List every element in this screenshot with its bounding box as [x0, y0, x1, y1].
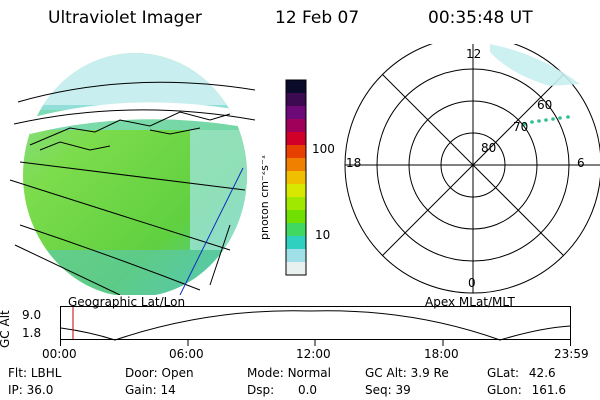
alt-xtick-1800: 18:00 — [424, 347, 459, 361]
colorbar-cell — [286, 184, 306, 198]
date-label: 12 Feb 07 — [275, 8, 359, 28]
colorbar-cell — [286, 171, 306, 185]
info-ip: IP: 36.0 — [8, 383, 53, 397]
alt-ytick-9: 9.0 — [22, 308, 41, 322]
spacecraft-track — [523, 115, 570, 126]
colorbar-cell — [286, 236, 306, 250]
mlt-label-0: 0 — [468, 276, 476, 290]
alt-xtick-0000: 00:00 — [42, 347, 77, 361]
colorbar-cell — [286, 132, 306, 146]
instrument-title: Ultraviolet Imager — [48, 8, 202, 28]
altitude-plot — [60, 306, 572, 346]
colorbar-tick-10: 10 — [315, 228, 330, 242]
colorbar-cell — [286, 223, 306, 237]
colorbar-label: photon cm⁻²s⁻¹ — [262, 155, 271, 240]
colorbar-cell — [286, 210, 306, 224]
alt-xtick-2359: 23:59 — [554, 347, 589, 361]
info-glon: GLon: 161.6 — [487, 383, 566, 397]
mlt-label-12: 12 — [466, 47, 481, 61]
lat-label-70: 70 — [513, 120, 528, 134]
info-mode: Mode: Normal — [247, 366, 331, 380]
colorbar-cell — [286, 262, 306, 276]
info-gc-alt: GC Alt: 3.9 Re — [365, 366, 449, 380]
info-door: Door: Open — [125, 366, 194, 380]
colorbar-tick-100: 100 — [312, 142, 335, 156]
info-glat: GLat: 42.6 — [487, 366, 556, 380]
alt-xtick-0600: 06:00 — [169, 347, 204, 361]
mlt-label-18: 18 — [346, 156, 361, 170]
colorbar-cell — [286, 119, 306, 133]
info-gain: Gain: 14 — [125, 383, 176, 397]
info-dsp: Dsp: 0.0 — [247, 383, 317, 397]
alt-xtick-1200: 12:00 — [296, 347, 331, 361]
colorbar-cell — [286, 158, 306, 172]
lat-label-60: 60 — [537, 98, 552, 112]
polar-plot — [340, 44, 600, 296]
alt-ytick-1-8: 1.8 — [22, 326, 41, 340]
colorbar-cell — [286, 145, 306, 159]
colorbar-cell — [286, 249, 306, 263]
alt-ylabel: GC Alt — [0, 310, 12, 348]
mlt-label-6: 6 — [577, 156, 585, 170]
time-label: 00:35:48 UT — [428, 8, 533, 28]
altitude-curve — [61, 311, 570, 340]
colorbar-cell — [286, 106, 306, 120]
geographic-image — [0, 50, 260, 295]
colorbar-cell — [286, 93, 306, 107]
info-flt: Flt: LBHL — [8, 366, 61, 380]
colorbar-cell — [286, 197, 306, 211]
aurora-patch — [490, 44, 580, 86]
lat-label-80: 80 — [481, 141, 496, 155]
info-seq: Seq: 39 — [365, 383, 411, 397]
colorbar-cell — [286, 80, 306, 94]
color-bar: photon cm⁻²s⁻¹ — [262, 78, 322, 278]
